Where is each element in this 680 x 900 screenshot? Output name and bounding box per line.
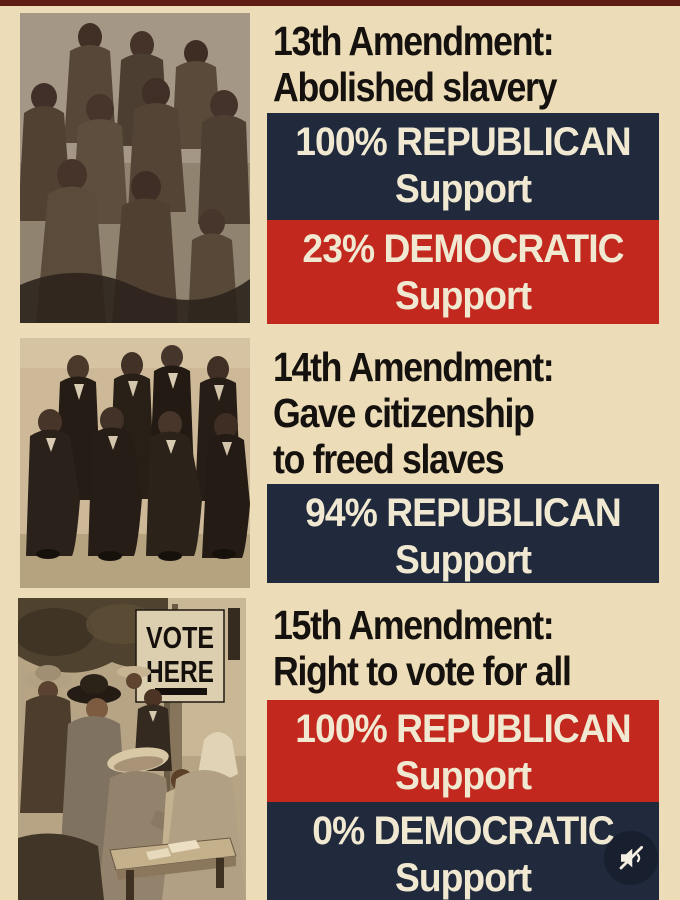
photo-14th-amendment (20, 338, 250, 588)
vote-sign-line2: HERE (146, 654, 214, 689)
banner-13th-republican-stat: 100% REPUBLICAN (295, 120, 631, 164)
photo-13th-amendment (20, 13, 250, 323)
mute-button[interactable] (604, 831, 658, 885)
sepia-voting-photo-illustration: VOTE HERE (18, 598, 246, 900)
muted-speaker-icon (619, 846, 643, 870)
banner-13th-republican: 100% REPUBLICAN Support (267, 113, 659, 220)
banner-13th-republican-support: Support (394, 167, 532, 211)
vote-here-sign: VOTE HERE (135, 609, 225, 703)
banner-15th-democratic-stat: 0% DEMOCRATIC (312, 809, 614, 853)
sepia-group-photo-illustration (20, 13, 250, 323)
banner-15th-democratic: 0% DEMOCRATIC Support (267, 802, 659, 900)
section-14th-subtitle-1: Gave citizenship (273, 390, 535, 436)
section-13th-subtitle: Abolished slavery (273, 64, 557, 110)
banner-13th-democratic-support: Support (394, 274, 532, 318)
banner-13th-democratic-stat: 23% DEMOCRATIC (302, 227, 624, 271)
sepia-suits-photo-illustration (20, 338, 250, 588)
section-15th-heading-group: 15th Amendment: Right to vote for all (273, 602, 673, 694)
banner-14th-republican-support: Support (394, 538, 532, 582)
banner-15th-republican-stat: 100% REPUBLICAN (295, 707, 631, 751)
section-13th-heading-group: 13th Amendment: Abolished slavery (273, 18, 673, 110)
section-14th-title: 14th Amendment: (273, 344, 555, 390)
section-13th-title: 13th Amendment: (273, 18, 555, 64)
banner-14th-republican: 94% REPUBLICAN Support (267, 484, 659, 583)
section-14th-subtitle-2: to freed slaves (273, 436, 505, 482)
top-maroon-bar (0, 0, 680, 6)
section-14th-heading-group: 14th Amendment: Gave citizenship to free… (273, 344, 673, 482)
banner-15th-democratic-support: Support (394, 856, 532, 900)
banner-15th-republican: 100% REPUBLICAN Support (267, 700, 659, 802)
section-15th-title: 15th Amendment: (273, 602, 555, 648)
banner-14th-republican-stat: 94% REPUBLICAN (305, 491, 622, 535)
vote-sign-line1: VOTE (146, 620, 214, 655)
photo-15th-amendment: VOTE HERE (18, 598, 246, 900)
banner-15th-republican-support: Support (394, 754, 532, 798)
banner-13th-democratic: 23% DEMOCRATIC Support (267, 220, 659, 324)
section-15th-subtitle: Right to vote for all (273, 648, 572, 694)
